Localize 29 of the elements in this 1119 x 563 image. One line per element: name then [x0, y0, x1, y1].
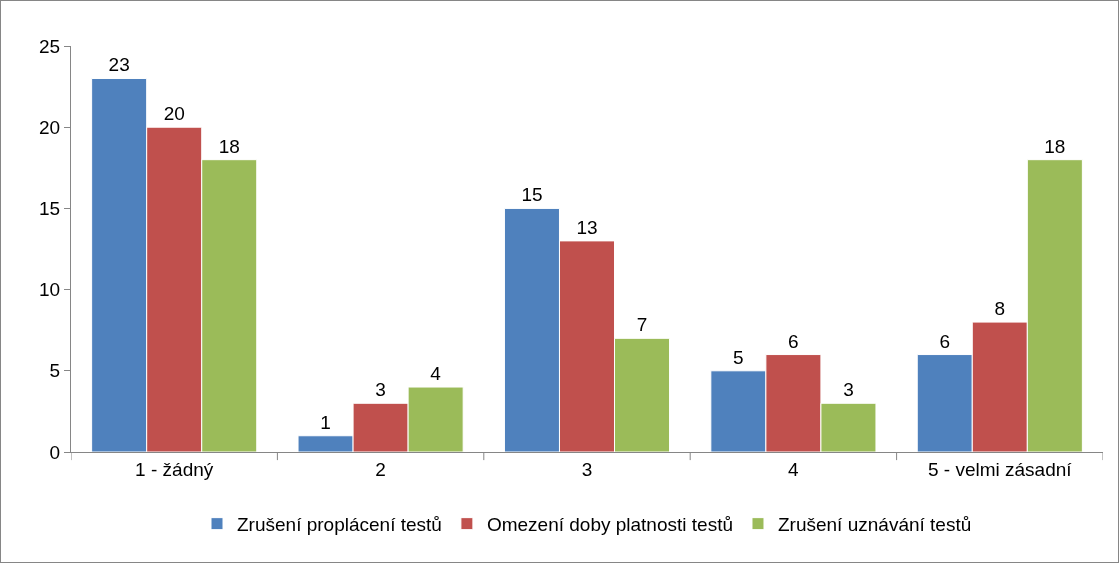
data-label: 3: [375, 379, 386, 401]
x-tick-label: 5 - velmi zásadní: [927, 458, 1073, 480]
data-label: 13: [576, 216, 598, 238]
legend-label: Zrušení proplácení testů: [237, 514, 442, 536]
y-tick-label: 20: [39, 116, 61, 138]
data-label: 15: [521, 184, 543, 206]
data-label: 3: [843, 379, 854, 401]
legend-label: Zrušení uznávání testů: [777, 514, 972, 536]
data-label: 4: [430, 363, 442, 385]
legend-label: Omezení doby platnosti testů: [486, 514, 733, 536]
data-label: 23: [108, 54, 130, 76]
y-tick-label: 0: [49, 441, 61, 463]
x-tick-label: 3: [581, 458, 593, 480]
data-label: 6: [788, 330, 799, 352]
data-label: 6: [939, 330, 951, 352]
data-label: 18: [218, 135, 240, 157]
x-tick-label: 2: [375, 458, 386, 480]
y-tick-label: 5: [49, 360, 61, 382]
y-tick-label: 10: [39, 279, 61, 301]
x-tick-label: 4: [788, 458, 800, 480]
y-tick-label: 15: [39, 198, 61, 220]
data-label: 5: [733, 346, 744, 368]
data-label: 8: [994, 298, 1006, 320]
y-tick-label: 25: [39, 35, 61, 57]
data-label: 18: [1044, 135, 1066, 157]
data-label: 1: [320, 411, 331, 433]
data-label: 7: [636, 314, 648, 336]
data-label: 20: [163, 103, 185, 125]
x-tick-label: 1 - žádný: [135, 458, 214, 480]
